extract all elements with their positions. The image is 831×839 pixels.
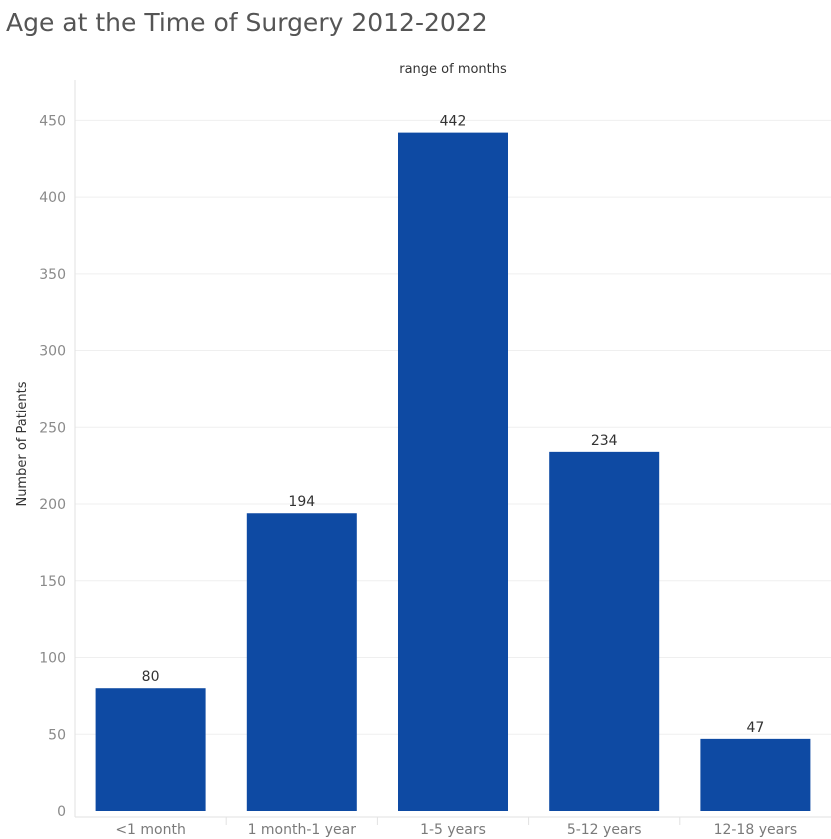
y-tick-label: 400: [39, 190, 66, 206]
category-label: 1 month-1 year: [248, 822, 357, 838]
chart-title: Age at the Time of Surgery 2012-2022: [6, 8, 488, 37]
y-axis-title: Number of Patients: [15, 381, 30, 506]
y-tick-label: 300: [39, 344, 66, 360]
data-label: 80: [142, 669, 160, 685]
y-tick-label: 0: [57, 804, 66, 820]
bar: [549, 451, 660, 811]
y-tick-label: 200: [39, 497, 66, 513]
category-label: <1 month: [115, 822, 186, 838]
bar: [700, 738, 811, 811]
x-axis-title: range of months: [399, 62, 507, 77]
data-label: 442: [440, 114, 467, 130]
bar: [95, 688, 206, 811]
y-tick-label: 150: [39, 574, 66, 590]
category-labels: <1 month 1 month-1 year 1-5 years 5-12 year…: [115, 817, 797, 838]
data-label: 194: [288, 494, 315, 510]
category-label: 1-5 years: [420, 822, 486, 838]
bars: [95, 132, 811, 811]
y-tick-label: 100: [39, 651, 66, 667]
bar: [398, 132, 508, 811]
data-labels: 80 194 442 234 47: [142, 114, 765, 736]
data-label: 47: [746, 720, 764, 736]
category-label: 12-18 years: [714, 822, 798, 838]
y-tick-label: 250: [39, 420, 66, 436]
axes: [74, 80, 831, 818]
data-label: 234: [591, 433, 618, 449]
y-tick-label: 50: [48, 727, 66, 743]
bar: [246, 513, 357, 811]
category-label: 5-12 years: [567, 822, 642, 838]
y-tick-labels: 0 50 100 150 200 250 300 350 400 450: [39, 113, 66, 820]
y-tick-label: 450: [39, 113, 66, 129]
y-tick-label: 350: [39, 267, 66, 283]
